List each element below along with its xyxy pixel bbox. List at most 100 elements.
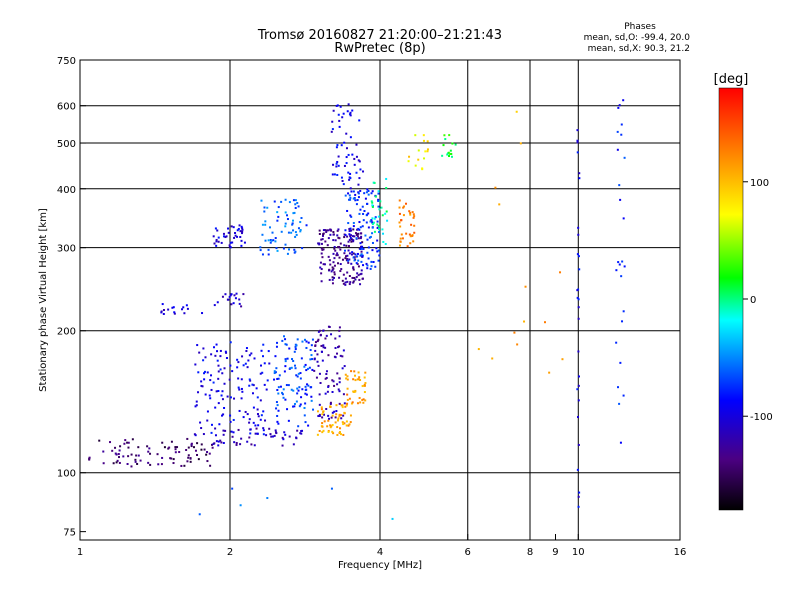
data-point <box>303 365 306 368</box>
data-point <box>352 378 355 381</box>
data-point <box>206 460 209 463</box>
data-point <box>281 393 284 396</box>
data-point <box>336 433 339 436</box>
data-point <box>214 227 217 230</box>
data-point <box>338 431 341 434</box>
data-point <box>336 372 339 375</box>
grid-layer <box>80 60 680 540</box>
data-point <box>289 367 292 370</box>
data-point <box>219 355 222 358</box>
x-tick-label: 2 <box>227 547 233 558</box>
data-point <box>330 416 333 419</box>
data-point <box>577 298 580 301</box>
data-point <box>351 109 354 112</box>
data-point <box>194 405 197 408</box>
data-point <box>233 441 236 444</box>
data-point <box>411 211 414 214</box>
data-point <box>338 245 341 248</box>
data-point <box>342 433 345 436</box>
data-point <box>332 252 335 255</box>
data-point <box>283 335 286 338</box>
data-point <box>206 371 209 374</box>
data-point <box>200 427 203 430</box>
data-point <box>127 446 130 449</box>
data-point <box>361 225 364 228</box>
data-point <box>290 366 293 369</box>
data-point <box>398 221 401 224</box>
x-tick-label: 6 <box>465 547 471 558</box>
data-point <box>306 367 309 370</box>
data-point <box>293 248 296 251</box>
data-point <box>336 246 339 249</box>
data-point <box>332 163 335 166</box>
data-point <box>296 338 299 341</box>
data-point <box>160 311 163 314</box>
data-point <box>294 250 297 253</box>
data-point <box>577 399 580 402</box>
data-point <box>349 114 352 117</box>
data-point <box>298 386 301 389</box>
data-point <box>252 421 255 424</box>
data-point <box>230 303 233 306</box>
data-point <box>354 379 357 382</box>
data-point <box>305 393 308 396</box>
data-point <box>261 253 264 256</box>
data-point <box>241 390 244 393</box>
data-point <box>412 216 415 219</box>
data-point <box>357 371 360 374</box>
data-point <box>346 235 349 238</box>
data-point <box>335 162 338 165</box>
data-point <box>328 259 331 262</box>
data-point <box>263 206 266 209</box>
data-point <box>148 447 151 450</box>
data-point <box>408 233 411 236</box>
data-point <box>317 338 320 341</box>
data-point <box>333 264 336 267</box>
data-point <box>336 254 339 257</box>
data-point <box>200 380 203 383</box>
data-point <box>339 433 342 436</box>
data-point <box>130 453 133 456</box>
data-point <box>524 285 527 288</box>
data-point <box>347 261 350 264</box>
data-point <box>378 225 381 228</box>
data-point <box>208 452 211 455</box>
data-point <box>374 216 377 219</box>
data-point <box>233 294 236 297</box>
data-point <box>391 517 394 520</box>
data-point <box>359 401 362 404</box>
data-point <box>349 414 352 417</box>
data-point <box>350 262 353 265</box>
data-point <box>312 408 315 411</box>
data-point <box>351 235 354 238</box>
data-point <box>371 204 374 207</box>
data-point <box>320 272 323 275</box>
data-point <box>310 399 313 402</box>
data-point <box>380 206 383 209</box>
data-point <box>344 257 347 260</box>
data-point <box>342 183 345 186</box>
data-point <box>161 303 164 306</box>
data-point <box>276 219 279 222</box>
data-point <box>174 448 177 451</box>
data-point <box>377 190 380 193</box>
data-point <box>272 239 275 242</box>
data-point <box>323 263 326 266</box>
data-point <box>225 351 228 354</box>
data-point <box>346 378 349 381</box>
data-point <box>513 331 516 334</box>
data-point <box>376 250 379 253</box>
data-point <box>209 464 212 467</box>
data-point <box>377 192 380 195</box>
data-point <box>358 212 361 215</box>
data-point <box>274 371 277 374</box>
data-point <box>281 436 284 439</box>
data-point <box>322 263 325 266</box>
data-point <box>345 132 348 135</box>
data-point <box>343 141 346 144</box>
data-point <box>331 128 334 131</box>
data-point <box>338 237 341 240</box>
data-point <box>331 414 334 417</box>
data-point <box>337 113 340 116</box>
data-point <box>218 423 221 426</box>
